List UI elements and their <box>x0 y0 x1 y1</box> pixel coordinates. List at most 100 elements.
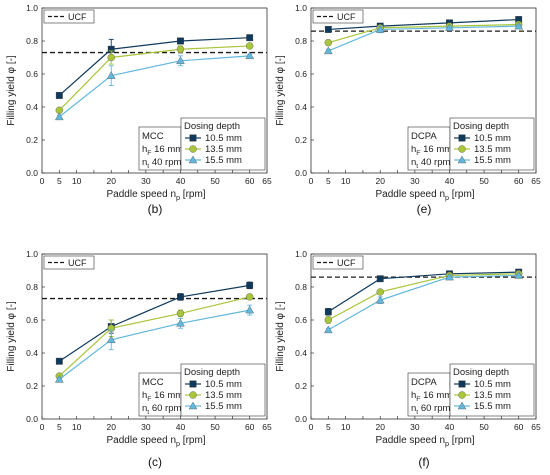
y-tick-label: 0.8 <box>295 282 307 292</box>
info-material: MCC <box>142 131 164 142</box>
y-tick-label: 0.4 <box>295 348 307 358</box>
x-axis-label-sub: p <box>445 439 449 448</box>
data-point-triangle <box>176 56 185 64</box>
x-tick-label: 10 <box>341 176 351 186</box>
y-tick-label: 0.8 <box>26 282 38 292</box>
info-table-speed-sub: t <box>147 163 149 170</box>
series-15.5-mm <box>54 51 255 121</box>
legend-marker-square <box>189 380 197 388</box>
x-tick-label: 10 <box>341 422 351 432</box>
info-fill-height-rest: 16 mm <box>420 390 452 401</box>
legend-marker-triangle <box>188 155 198 164</box>
plot-frame <box>41 7 268 174</box>
info-table-speed-sub: t <box>416 163 418 170</box>
data-point-triangle <box>106 335 116 343</box>
data-point-square <box>177 37 184 45</box>
info-fill-height: hF 16 mm <box>411 144 452 157</box>
data-point-triangle <box>106 71 116 79</box>
chart-panel-f: 0 5 10 20 30 40 50 60 65 0.0 0.2 0.4 0.6 0.8 1.0 Paddle… <box>275 249 541 469</box>
data-point-circle <box>176 45 185 53</box>
y-tick-label: 0.6 <box>26 315 38 325</box>
data-point-circle <box>245 293 254 301</box>
x-axis-label: Paddle speed np [rpm] <box>376 435 475 448</box>
info-table-speed-sub: t <box>147 409 149 416</box>
y-axis-label: Filling yield φ [-] <box>6 55 17 126</box>
info-material: MCC <box>142 377 164 388</box>
info-material: DCPA <box>411 131 437 142</box>
legend-title: Dosing depth <box>453 121 509 132</box>
y-tick-label: 0.4 <box>26 102 38 112</box>
legend-title: Dosing depth <box>184 121 240 132</box>
x-axis-label-sub: p <box>445 193 449 202</box>
x-tick-label: 20 <box>106 176 116 186</box>
series-13.5-mm <box>324 20 523 47</box>
y-tick-label: 0.2 <box>26 381 38 391</box>
data-point-circle <box>376 288 384 296</box>
y-tick-label: 1.0 <box>295 249 307 259</box>
chart-panel-c: 0 5 10 20 30 40 50 60 65 0.0 0.2 0.4 0.6 0.8 1.0 Paddle… <box>6 249 272 469</box>
x-axis-label-rest: [rpm] <box>180 189 206 200</box>
ucf-legend-box <box>43 9 95 24</box>
legend-marker-square <box>458 134 466 142</box>
data-point-square <box>324 308 332 316</box>
x-tick-label: 65 <box>531 422 541 432</box>
x-tick-label: 65 <box>262 422 272 432</box>
ucf-legend-label: UCF <box>68 12 87 22</box>
data-point-triangle <box>514 21 524 30</box>
y-tick-label: 0.4 <box>295 102 307 112</box>
x-tick-label: 50 <box>479 422 489 432</box>
x-axis-label-rest: [rpm] <box>449 435 475 446</box>
info-table-speed: nt 40 rpm <box>411 157 450 170</box>
ucf-legend-box <box>43 255 95 270</box>
y-axis-label: Filling yield φ [-] <box>275 301 286 372</box>
x-axis-label-rest: [rpm] <box>180 435 206 446</box>
legend-label: 13.5 mm <box>205 144 242 155</box>
data-point-triangle <box>375 295 385 304</box>
x-tick-label: 60 <box>514 422 524 432</box>
info-fill-height-sub: F <box>147 150 151 157</box>
legend-label: 15.5 mm <box>474 401 511 412</box>
x-tick-label: 20 <box>375 176 385 186</box>
legend-marker-circle <box>189 145 197 153</box>
legend-marker-triangle <box>188 401 198 410</box>
series-15.5-mm <box>54 304 255 383</box>
x-tick-label: 40 <box>445 422 455 432</box>
info-table-speed-main: n <box>142 403 147 414</box>
series-line <box>58 37 250 96</box>
info-table-speed-rest: 40 rpm <box>149 157 181 168</box>
y-tick-label: 0.2 <box>295 381 307 391</box>
x-tick-label: 65 <box>531 176 541 186</box>
panel-label: (f) <box>418 455 429 469</box>
data-point-triangle <box>445 272 454 281</box>
y-tick-label: 0.8 <box>295 36 307 46</box>
info-fill-height-main: h <box>411 144 416 155</box>
series-line <box>58 296 250 377</box>
y-tick-label: 1.0 <box>26 3 38 13</box>
info-fill-height-main: h <box>142 390 147 401</box>
info-fill-height: hF 16 mm <box>411 390 452 403</box>
info-fill-height: hF 16 mm <box>142 390 183 403</box>
x-tick-label: 60 <box>245 422 255 432</box>
x-tick-label: 60 <box>245 176 255 186</box>
legend-marker-square <box>458 380 466 388</box>
x-tick-label: 10 <box>72 176 82 186</box>
panel-label: (e) <box>417 202 432 216</box>
info-box <box>138 126 182 171</box>
x-tick-label: 40 <box>176 176 186 186</box>
series-15.5-mm <box>323 21 524 55</box>
info-table-speed-rest: 60 rpm <box>149 403 181 414</box>
y-tick-label: 0.6 <box>26 69 38 79</box>
data-point-triangle <box>54 374 64 383</box>
x-tick-label: 5 <box>57 176 62 186</box>
info-fill-height-rest: 16 mm <box>151 144 183 155</box>
legend-box <box>449 117 535 171</box>
info-table-speed-rest: 60 rpm <box>418 403 450 414</box>
legend-label: 13.5 mm <box>474 390 511 401</box>
data-point-square <box>246 34 254 42</box>
data-point-circle <box>324 38 333 47</box>
info-table-speed: nt 60 rpm <box>411 403 450 416</box>
series-10.5-mm <box>55 34 254 99</box>
y-tick-label: 0.2 <box>295 135 307 145</box>
x-axis-label: Paddle speed np [rpm] <box>107 435 206 448</box>
info-table-speed: nt 60 rpm <box>142 403 181 416</box>
